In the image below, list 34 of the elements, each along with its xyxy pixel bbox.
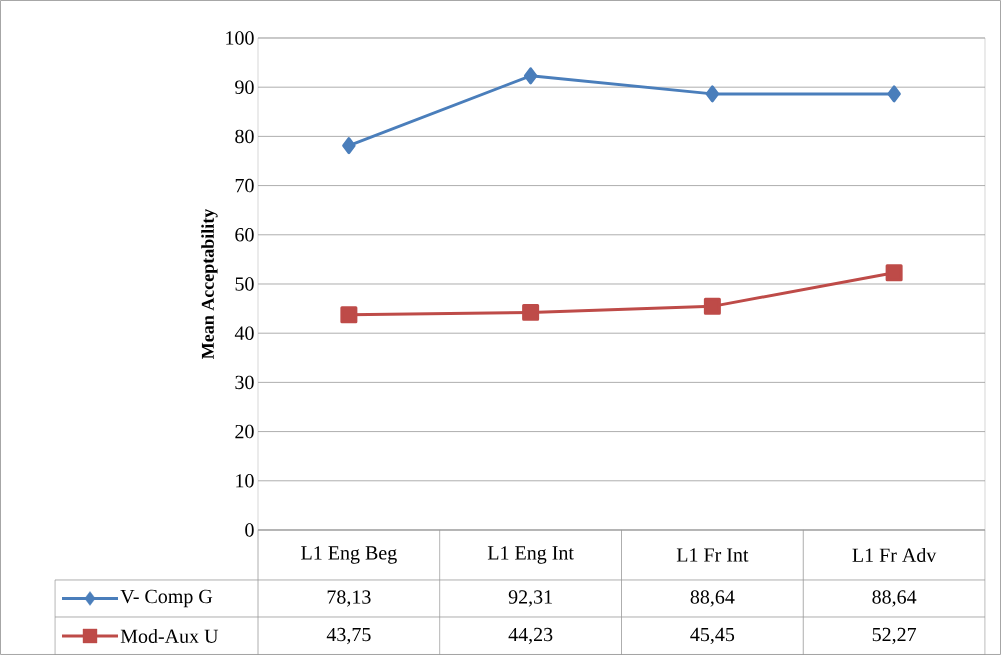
y-tick-label: 30 [235,375,254,390]
data-label: 88,64 [872,590,917,607]
point [523,67,538,85]
y-tick-label: 90 [235,80,254,94]
legend-label: V- Comp G [120,589,213,608]
x-tick-label: L1 Eng Beg [301,546,397,564]
x-tick-label: L1 Fr Int [676,548,749,562]
x-tick-label: L1 Fr Adv [852,547,937,563]
point [705,85,720,103]
point [887,85,901,103]
y-tick-label: 80 [235,129,254,144]
x-tick-label: L1 Eng Int [487,546,574,564]
point [340,306,358,324]
data-label: 88,64 [690,590,735,607]
point [885,264,903,282]
y-tick-label: 20 [235,424,254,439]
data-label: 45,45 [690,627,735,645]
data-label: 44,23 [508,627,553,645]
data-label: 78,13 [327,590,371,607]
y-tick-label: 10 [236,474,254,488]
data-label: 52,27 [872,627,917,645]
data-label: 43,75 [326,627,371,645]
point [522,303,540,321]
legend-label: Mod-Aux U [120,628,219,644]
y-tick-label: 50 [235,277,254,291]
y-tick-label: 70 [235,178,254,193]
y-tick-label: 100 [226,31,254,45]
y-axis-title: Mean Acceptability [201,208,218,359]
y-tick-label: 40 [234,326,254,340]
data-label: 92,31 [508,590,552,607]
point [342,137,356,155]
point [703,297,721,315]
y-tick-label: 60 [235,228,254,242]
y-tick-label: 0 [245,523,254,537]
